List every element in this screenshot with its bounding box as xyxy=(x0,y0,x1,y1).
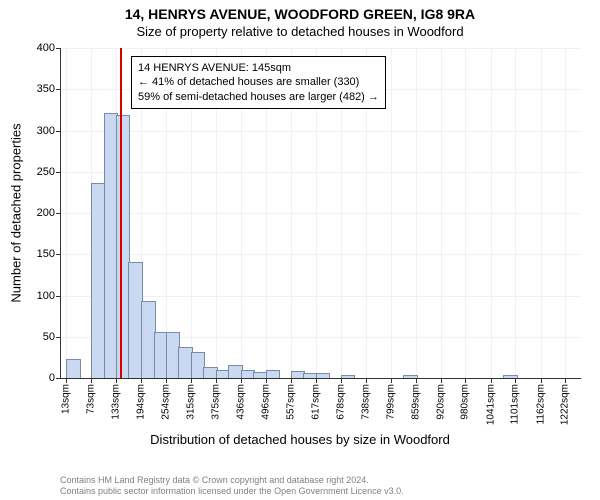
x-tick-mark xyxy=(166,378,167,383)
gridline-vertical xyxy=(465,48,466,378)
chart-title-sub: Size of property relative to detached ho… xyxy=(0,24,600,39)
annotation-line: ← 41% of detached houses are smaller (33… xyxy=(138,75,379,89)
x-tick-label: 1101sqm xyxy=(510,384,521,424)
marker-annotation: 14 HENRYS AVENUE: 145sqm← 41% of detache… xyxy=(131,56,386,109)
y-axis-label: Number of detached properties xyxy=(9,123,24,302)
x-tick-mark xyxy=(91,378,92,383)
x-tick-label: 375sqm xyxy=(210,384,221,420)
attribution-line-1: Contains HM Land Registry data © Crown c… xyxy=(60,475,369,485)
gridline-horizontal xyxy=(61,213,581,214)
histogram-bar xyxy=(266,370,280,378)
x-tick-label: 738sqm xyxy=(360,384,371,420)
x-tick-mark xyxy=(515,378,516,383)
x-tick-label: 133sqm xyxy=(110,384,121,420)
gridline-vertical xyxy=(441,48,442,378)
attribution-text: Contains HM Land Registry data © Crown c… xyxy=(0,475,600,498)
x-tick-label: 799sqm xyxy=(385,384,396,420)
gridline-vertical xyxy=(491,48,492,378)
gridline-vertical xyxy=(66,48,67,378)
attribution-line-2: Contains public sector information licen… xyxy=(60,486,404,496)
y-tick-label: 300 xyxy=(37,125,61,137)
y-tick-label: 50 xyxy=(43,331,61,343)
x-tick-label: 496sqm xyxy=(260,384,271,420)
histogram-bar xyxy=(403,375,417,378)
x-tick-mark xyxy=(216,378,217,383)
x-tick-label: 194sqm xyxy=(136,384,147,420)
x-tick-mark xyxy=(341,378,342,383)
plot-area: 05010015020025030035040013sqm73sqm133sqm… xyxy=(60,48,581,379)
x-tick-label: 920sqm xyxy=(435,384,446,420)
y-tick-label: 400 xyxy=(37,42,61,54)
gridline-vertical xyxy=(391,48,392,378)
gridline-horizontal xyxy=(61,48,581,49)
gridline-horizontal xyxy=(61,131,581,132)
x-tick-mark xyxy=(116,378,117,383)
gridline-vertical xyxy=(541,48,542,378)
x-tick-label: 1222sqm xyxy=(560,384,571,425)
x-tick-label: 859sqm xyxy=(410,384,421,420)
y-tick-label: 0 xyxy=(49,372,61,384)
x-tick-label: 436sqm xyxy=(235,384,246,420)
x-tick-mark xyxy=(291,378,292,383)
x-tick-label: 1041sqm xyxy=(485,384,496,425)
x-tick-mark xyxy=(416,378,417,383)
x-tick-mark xyxy=(441,378,442,383)
y-tick-label: 350 xyxy=(37,83,61,95)
marker-line xyxy=(120,48,122,378)
x-tick-label: 557sqm xyxy=(285,384,296,420)
x-tick-mark xyxy=(465,378,466,383)
x-tick-label: 678sqm xyxy=(335,384,346,420)
x-tick-mark xyxy=(541,378,542,383)
gridline-horizontal xyxy=(61,254,581,255)
gridline-horizontal xyxy=(61,172,581,173)
y-tick-label: 200 xyxy=(37,207,61,219)
x-axis-label: Distribution of detached houses by size … xyxy=(0,432,600,447)
histogram-bar xyxy=(66,359,80,378)
y-tick-label: 150 xyxy=(37,248,61,260)
gridline-vertical xyxy=(416,48,417,378)
x-tick-mark xyxy=(191,378,192,383)
annotation-line: 59% of semi-detached houses are larger (… xyxy=(138,90,379,104)
gridline-vertical xyxy=(515,48,516,378)
annotation-line: 14 HENRYS AVENUE: 145sqm xyxy=(138,61,379,75)
x-tick-mark xyxy=(565,378,566,383)
x-tick-mark xyxy=(391,378,392,383)
histogram-bar xyxy=(503,375,517,378)
x-tick-mark xyxy=(241,378,242,383)
x-tick-label: 617sqm xyxy=(310,384,321,420)
x-tick-label: 980sqm xyxy=(460,384,471,420)
gridline-vertical xyxy=(565,48,566,378)
histogram-bar xyxy=(316,373,330,378)
x-tick-mark xyxy=(316,378,317,383)
x-tick-mark xyxy=(66,378,67,383)
chart-title-main: 14, HENRYS AVENUE, WOODFORD GREEN, IG8 9… xyxy=(0,6,600,22)
y-tick-label: 250 xyxy=(37,166,61,178)
x-tick-label: 254sqm xyxy=(160,384,171,420)
x-tick-label: 13sqm xyxy=(61,384,72,414)
x-tick-mark xyxy=(266,378,267,383)
x-tick-label: 73sqm xyxy=(86,384,97,414)
x-tick-mark xyxy=(366,378,367,383)
property-size-histogram: 14, HENRYS AVENUE, WOODFORD GREEN, IG8 9… xyxy=(0,0,600,500)
y-tick-label: 100 xyxy=(37,290,61,302)
x-tick-mark xyxy=(141,378,142,383)
x-tick-label: 315sqm xyxy=(186,384,197,420)
histogram-bar xyxy=(341,375,355,378)
x-tick-mark xyxy=(491,378,492,383)
x-tick-label: 1162sqm xyxy=(535,384,546,424)
